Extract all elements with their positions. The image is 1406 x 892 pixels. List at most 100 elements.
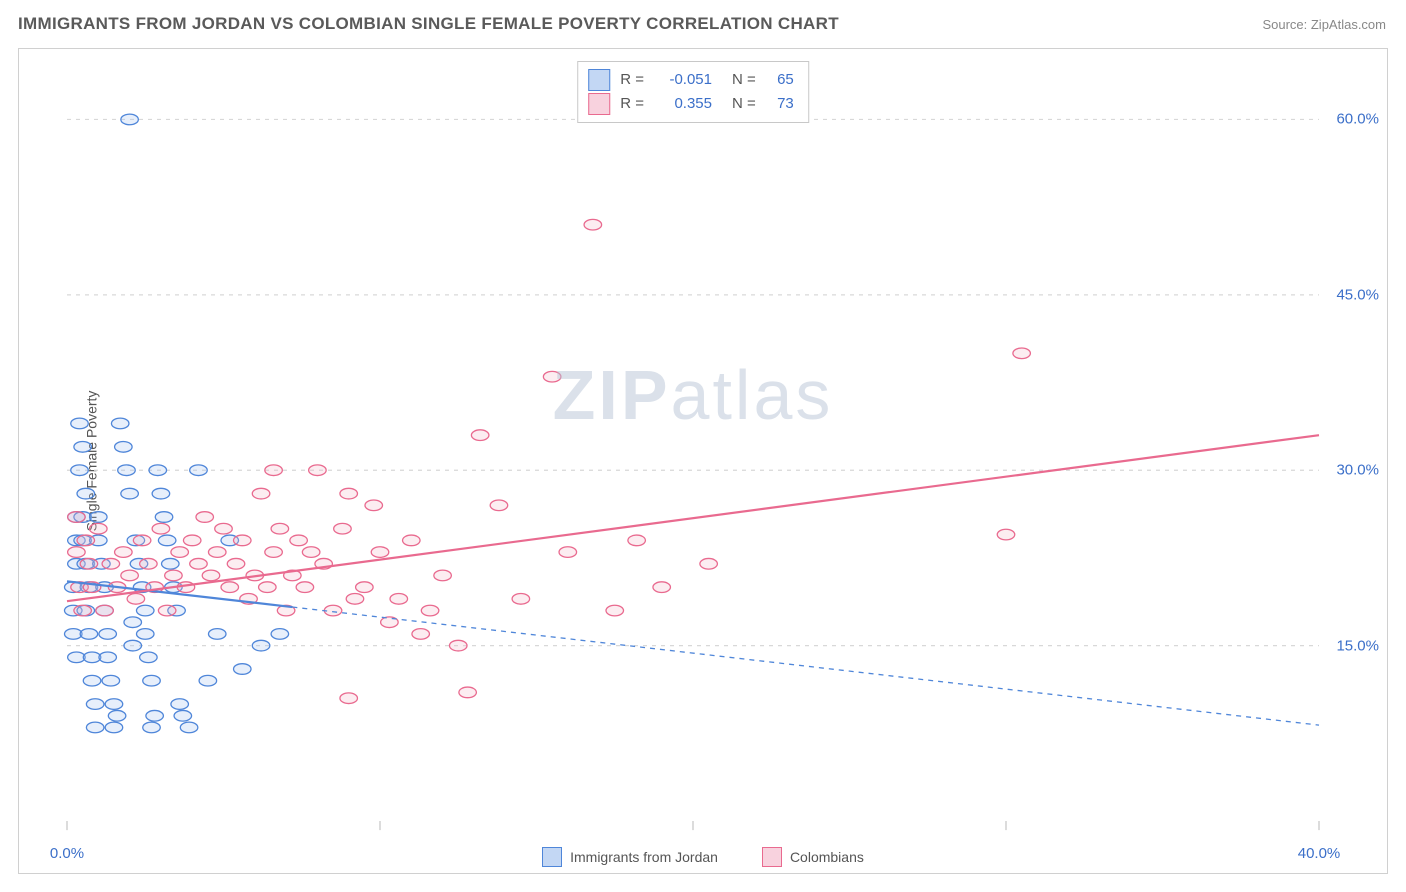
scatter-point — [149, 465, 167, 476]
scatter-point — [115, 442, 133, 453]
r-value: -0.051 — [654, 68, 712, 92]
scatter-point — [165, 570, 183, 581]
scatter-point — [152, 523, 170, 534]
scatter-point — [171, 699, 189, 710]
scatter-point — [121, 488, 139, 499]
scatter-point — [180, 722, 198, 733]
scatter-point — [77, 535, 95, 546]
scatter-point — [71, 465, 89, 476]
scatter-point — [309, 465, 327, 476]
scatter-point — [143, 675, 161, 686]
scatter-point — [265, 465, 283, 476]
scatter-point — [68, 652, 86, 663]
scatter-point — [208, 547, 226, 558]
scatter-point — [99, 629, 117, 640]
n-label: N = — [732, 92, 756, 116]
scatter-point — [271, 523, 289, 534]
scatter-point — [124, 617, 142, 628]
legend-swatch — [762, 847, 782, 867]
trend-line-extrapolated — [292, 607, 1319, 725]
scatter-point — [68, 512, 86, 523]
scatter-point — [700, 558, 718, 569]
series-legend: Immigrants from Jordan Colombians — [19, 847, 1387, 867]
scatter-point — [71, 418, 89, 429]
scatter-point — [74, 605, 92, 616]
scatter-point — [196, 512, 214, 523]
scatter-point — [140, 558, 158, 569]
plot-svg — [67, 61, 1319, 821]
scatter-point — [365, 500, 383, 511]
trend-line — [67, 435, 1319, 601]
scatter-point — [271, 629, 289, 640]
scatter-point — [146, 710, 164, 721]
scatter-point — [421, 605, 439, 616]
y-tick-label: 15.0% — [1336, 637, 1379, 654]
scatter-point — [490, 500, 508, 511]
scatter-point — [512, 594, 530, 605]
scatter-point — [102, 675, 120, 686]
scatter-point — [259, 582, 277, 593]
legend-label: Immigrants from Jordan — [570, 849, 718, 865]
r-label: R = — [620, 92, 644, 116]
source-link[interactable]: ZipAtlas.com — [1311, 17, 1386, 32]
scatter-point — [183, 535, 201, 546]
scatter-point — [208, 629, 226, 640]
scatter-point — [234, 664, 252, 675]
scatter-point — [86, 699, 104, 710]
scatter-point — [99, 652, 117, 663]
scatter-point — [121, 570, 139, 581]
chart-title: IMMIGRANTS FROM JORDAN VS COLOMBIAN SING… — [18, 14, 839, 34]
scatter-point — [105, 722, 123, 733]
scatter-point — [390, 594, 408, 605]
scatter-point — [124, 640, 142, 651]
legend-swatch — [588, 93, 610, 115]
scatter-point — [90, 523, 108, 534]
y-tick-label: 60.0% — [1336, 111, 1379, 128]
y-tick-label: 30.0% — [1336, 462, 1379, 479]
n-value: 73 — [766, 92, 794, 116]
y-tick-label: 45.0% — [1336, 286, 1379, 303]
scatter-point — [340, 488, 358, 499]
chart-container: Single Female Poverty ZIPatlas R =-0.051… — [18, 48, 1388, 874]
scatter-point — [83, 652, 101, 663]
scatter-point — [340, 693, 358, 704]
scatter-point — [121, 114, 139, 125]
corr-legend-row: R =0.355N =73 — [588, 92, 794, 116]
scatter-point — [412, 629, 430, 640]
scatter-point — [199, 675, 217, 686]
scatter-point — [296, 582, 314, 593]
plot-area: ZIPatlas R =-0.051N =65R =0.355N =73 — [67, 61, 1319, 821]
scatter-point — [628, 535, 646, 546]
scatter-point — [171, 547, 189, 558]
scatter-point — [155, 512, 173, 523]
legend-item: Colombians — [762, 847, 864, 867]
n-value: 65 — [766, 68, 794, 92]
scatter-point — [158, 605, 176, 616]
scatter-point — [143, 722, 161, 733]
y-axis-ticks: 15.0% 30.0% 45.0% 60.0% — [1325, 61, 1381, 821]
scatter-point — [653, 582, 671, 593]
scatter-point — [83, 675, 101, 686]
scatter-point — [111, 418, 129, 429]
scatter-point — [136, 629, 154, 640]
source-prefix: Source: — [1262, 17, 1310, 32]
scatter-point — [108, 710, 126, 721]
scatter-point — [174, 710, 192, 721]
scatter-point — [234, 535, 252, 546]
scatter-point — [118, 465, 136, 476]
scatter-point — [133, 535, 151, 546]
corr-legend-row: R =-0.051N =65 — [588, 68, 794, 92]
scatter-point — [265, 547, 283, 558]
scatter-point — [1013, 348, 1031, 359]
scatter-point — [140, 652, 158, 663]
scatter-point — [221, 582, 239, 593]
scatter-point — [190, 558, 208, 569]
scatter-point — [190, 465, 208, 476]
scatter-point — [356, 582, 374, 593]
legend-item: Immigrants from Jordan — [542, 847, 718, 867]
scatter-point — [334, 523, 352, 534]
scatter-point — [559, 547, 577, 558]
scatter-point — [459, 687, 477, 698]
scatter-point — [68, 547, 86, 558]
scatter-point — [252, 488, 270, 499]
